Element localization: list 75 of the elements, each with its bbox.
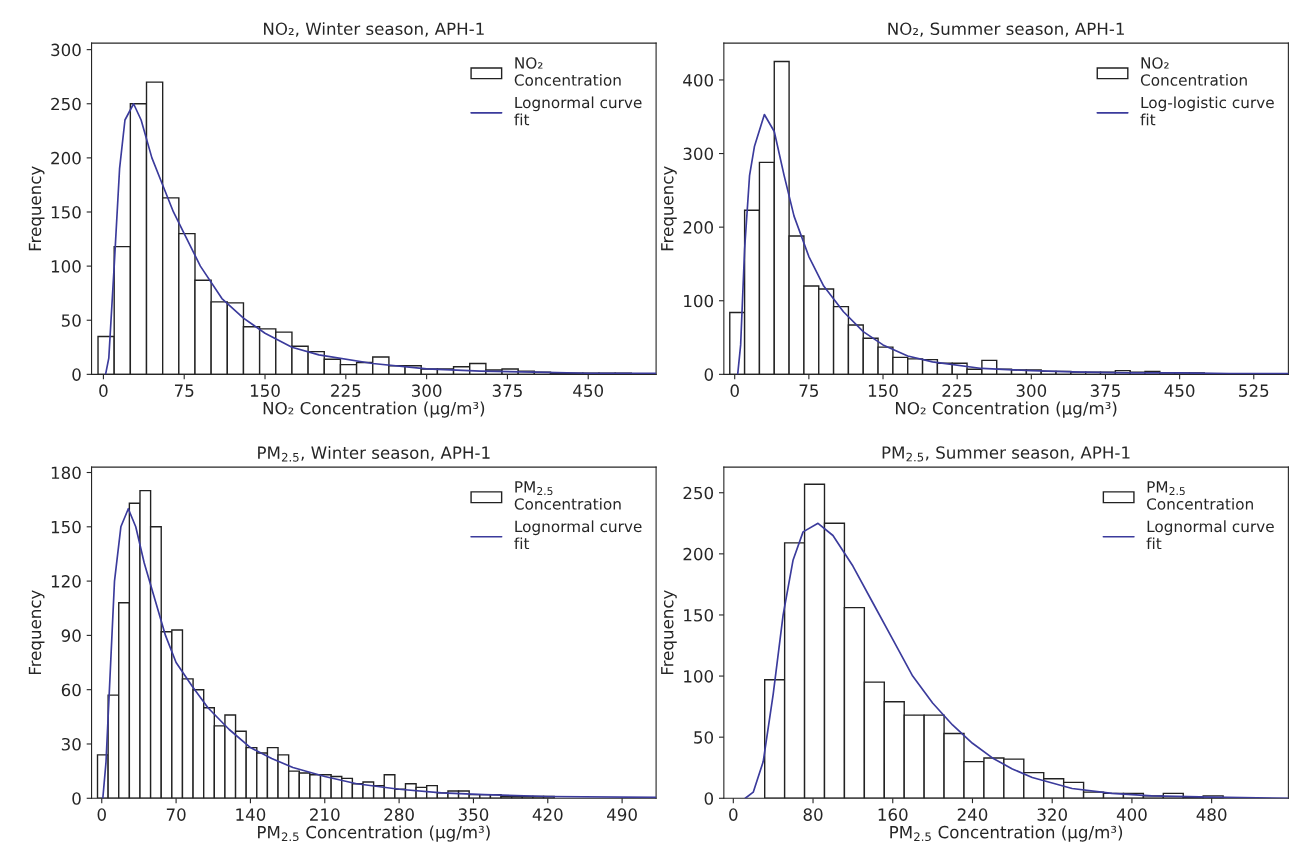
- y-tick-label: 120: [51, 575, 81, 588]
- y-tick-label: 200: [683, 547, 714, 561]
- x-tick-label: 80: [803, 808, 823, 821]
- y-tick-label: 250: [51, 97, 81, 111]
- x-tick-label: 490: [607, 808, 637, 821]
- x-tick-label: 0: [97, 808, 106, 821]
- y-tick-label: 30: [61, 737, 81, 751]
- y-tick-label: 300: [51, 43, 81, 57]
- x-tick-label: 210: [310, 808, 340, 821]
- y-tick-label: 150: [684, 608, 714, 622]
- chart-title: NO₂, Winter season, APH-1: [264, 22, 484, 37]
- y-tick-label: 100: [684, 294, 714, 308]
- y-tick-label: 100: [51, 260, 81, 273]
- chart-title: PM$_{2.5}$, Summer season, APH-1: [882, 446, 1130, 462]
- y-tick-label: 200: [683, 221, 714, 234]
- legend-label: PM$_{2.5}$ Concentration: [514, 481, 621, 510]
- y-tick-label: 150: [51, 205, 81, 219]
- x-tick-label: 450: [1164, 384, 1195, 397]
- x-tick-label: 225: [331, 384, 361, 397]
- y-tick-label: 200: [51, 151, 81, 165]
- y-tick-label: 0: [704, 792, 714, 805]
- x-tick-label: 150: [868, 384, 898, 397]
- y-tick-label: 60: [61, 683, 81, 697]
- x-axis-title: NO₂ Concentration (µg/m³): [263, 401, 485, 418]
- x-axis-title: PM$_{2.5}$ Concentration (µg/m³): [258, 825, 490, 842]
- x-tick-label: 375: [492, 384, 522, 397]
- x-tick-label: 0: [730, 384, 739, 397]
- legend-label: NO₂ Concentration: [514, 57, 621, 86]
- x-tick-label: 375: [1090, 384, 1120, 397]
- y-tick-label: 250: [683, 486, 714, 500]
- y-tick-label: 90: [61, 629, 81, 642]
- x-tick-label: 280: [384, 808, 414, 821]
- x-tick-label: 300: [411, 384, 442, 397]
- y-tick-label: 150: [51, 520, 81, 534]
- y-tick-label: 100: [684, 670, 714, 683]
- chart-title: NO₂, Summer season, APH-1: [888, 22, 1124, 37]
- x-axis-title: NO₂ Concentration (µg/m³): [896, 401, 1117, 418]
- x-axis-title: PM$_{2.5}$ Concentration (µg/m³): [890, 825, 1123, 842]
- x-tick-label: 70: [166, 808, 186, 821]
- y-tick-label: 50: [694, 731, 714, 744]
- x-tick-label: 0: [99, 384, 108, 397]
- legend-label: Lognormal curve fit: [1146, 520, 1274, 550]
- x-tick-label: 150: [250, 384, 280, 397]
- y-tick-label: 300: [683, 147, 714, 161]
- legend-label: PM$_{2.5}$ Concentration: [1147, 481, 1253, 510]
- x-tick-label: 350: [458, 808, 489, 821]
- x-tick-label: 480: [1196, 808, 1227, 821]
- x-tick-label: 450: [573, 384, 604, 397]
- x-tick-label: 525: [1239, 384, 1269, 397]
- chart-title: PM$_{2.5}$, Winter season, APH-1: [258, 446, 490, 462]
- legend-label: Lognormal curve fit: [514, 96, 642, 126]
- y-axis-title: Frequency: [28, 166, 45, 251]
- x-tick-label: 75: [799, 384, 819, 397]
- y-tick-label: 50: [61, 314, 81, 327]
- x-tick-label: 160: [878, 808, 908, 821]
- x-tick-label: 320: [1037, 808, 1067, 821]
- y-tick-label: 400: [683, 73, 714, 87]
- y-axis-title: Frequency: [661, 166, 677, 251]
- x-tick-label: 75: [174, 384, 194, 397]
- x-tick-label: 0: [729, 808, 738, 821]
- legend-label: Log-logistic curve fit: [1140, 96, 1274, 126]
- x-tick-label: 140: [236, 808, 266, 821]
- x-tick-label: 300: [1016, 384, 1047, 397]
- legend-label: NO₂ Concentration: [1140, 57, 1247, 86]
- y-tick-label: 0: [704, 368, 714, 381]
- y-axis-title: Frequency: [661, 590, 677, 675]
- y-axis-title: Frequency: [28, 590, 45, 675]
- x-tick-label: 240: [957, 808, 988, 821]
- x-tick-label: 225: [942, 384, 972, 397]
- x-tick-label: 400: [1116, 808, 1147, 821]
- legend-label: Lognormal curve fit: [514, 520, 642, 550]
- y-tick-label: 0: [72, 792, 81, 805]
- y-tick-label: 180: [51, 466, 81, 480]
- x-tick-label: 420: [532, 808, 563, 821]
- y-tick-label: 0: [72, 368, 81, 381]
